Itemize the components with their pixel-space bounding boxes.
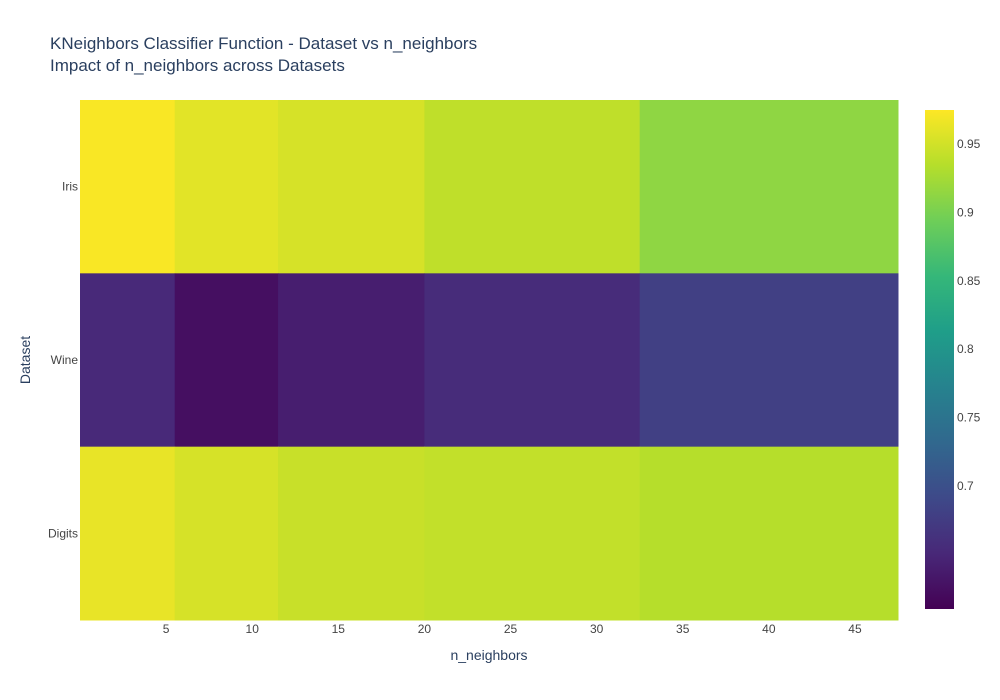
- heatmap-cell-iris-4: [639, 100, 899, 274]
- heatmap-cell-digits-0: [80, 446, 176, 621]
- y-axis-ticks: Iris Wine Digits: [48, 180, 78, 541]
- heatmap-cell-digits-1: [174, 446, 279, 621]
- colorbar-tick-label: 0.9: [957, 206, 974, 220]
- x-axis-ticks: 5 10 15 20 25 30 35 40 45: [163, 622, 862, 636]
- x-tick-label: 30: [590, 622, 604, 636]
- x-tick-label: 25: [504, 622, 518, 636]
- chart-subtitle: Impact of n_neighbors across Datasets: [50, 56, 345, 75]
- heatmap-cell-iris-2: [278, 100, 425, 274]
- x-tick-label: 40: [762, 622, 776, 636]
- x-axis-label: n_neighbors: [450, 647, 527, 663]
- colorbar-tick-label: 0.95: [957, 137, 981, 151]
- x-tick-label: 20: [418, 622, 432, 636]
- colorbar-ticks: 0.7 0.75 0.8 0.85 0.9 0.95: [957, 137, 981, 493]
- heatmap-cells: [80, 100, 899, 621]
- heatmap-cell-digits-4: [639, 446, 899, 621]
- heatmap-cell-wine-2: [278, 273, 425, 448]
- heatmap-cell-iris-1: [174, 100, 279, 274]
- y-axis-label: Dataset: [17, 336, 33, 384]
- colorbar: [925, 110, 954, 609]
- y-tick-label: Wine: [51, 353, 79, 367]
- colorbar-tick-label: 0.85: [957, 274, 981, 288]
- x-tick-label: 5: [163, 622, 170, 636]
- x-tick-label: 35: [676, 622, 690, 636]
- heatmap-cell-wine-3: [424, 273, 641, 448]
- x-tick-label: 45: [848, 622, 862, 636]
- heatmap-cell-wine-1: [174, 273, 279, 448]
- colorbar-tick-label: 0.8: [957, 342, 974, 356]
- heatmap-cell-wine-4: [639, 273, 899, 448]
- colorbar-tick-label: 0.7: [957, 479, 974, 493]
- heatmap-cell-digits-3: [424, 446, 641, 621]
- y-tick-label: Digits: [48, 526, 78, 540]
- chart-title: KNeighbors Classifier Function - Dataset…: [50, 34, 478, 53]
- x-tick-label: 15: [332, 622, 346, 636]
- heatmap-cell-iris-3: [424, 100, 641, 274]
- x-tick-label: 10: [246, 622, 260, 636]
- heatmap-cell-wine-0: [80, 273, 176, 448]
- colorbar-tick-label: 0.75: [957, 411, 981, 425]
- heatmap-cell-iris-0: [80, 100, 176, 274]
- heatmap-cell-digits-2: [278, 446, 425, 621]
- y-tick-label: Iris: [62, 180, 78, 194]
